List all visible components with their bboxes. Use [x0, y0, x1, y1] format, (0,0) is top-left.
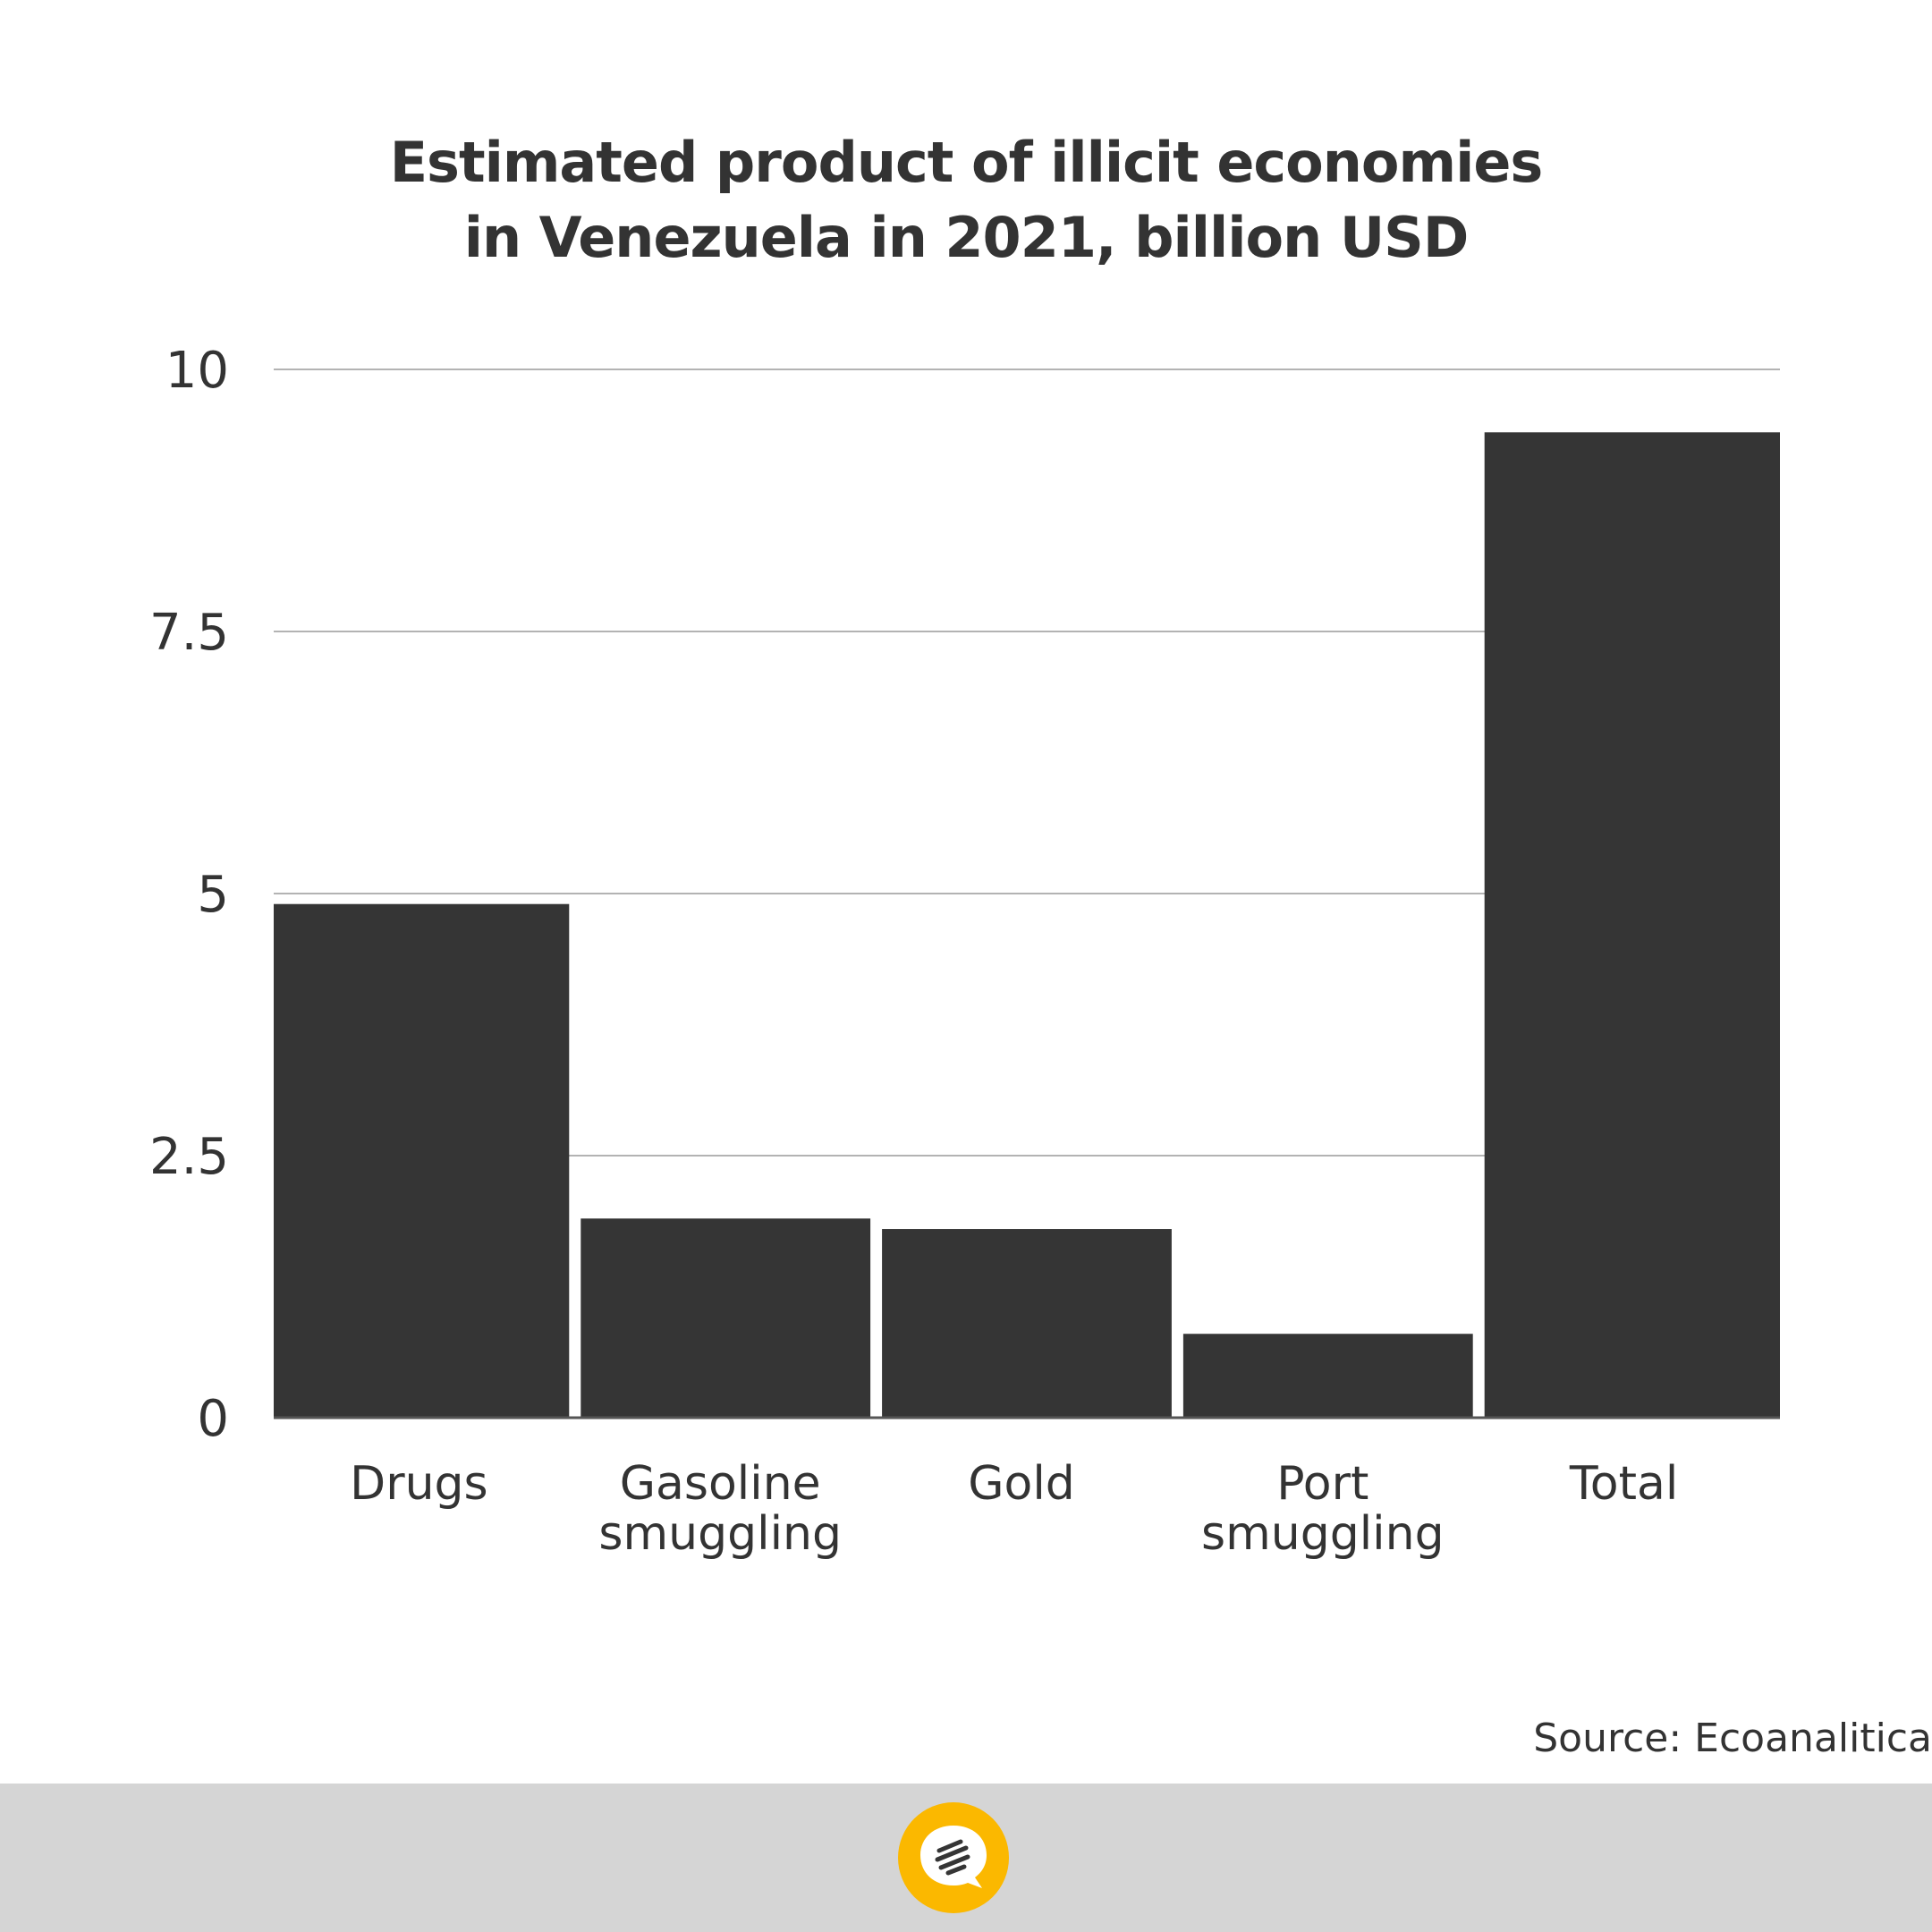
y-tick-label: 0 — [197, 1390, 229, 1448]
x-category-label: Port smuggling — [1201, 1457, 1445, 1561]
y-axis-tick-labels: 0 2.5 5 7.5 10 — [149, 342, 229, 1448]
bar — [882, 1229, 1172, 1418]
bars — [274, 432, 1780, 1418]
bar — [1484, 432, 1780, 1418]
x-category-label: Gasoline smuggling — [598, 1457, 842, 1561]
bar-chart: 0 2.5 5 7.5 10 Drugs Gasoline smuggling Gold Por… — [149, 342, 1780, 1561]
y-tick-label: 5 — [197, 866, 229, 924]
y-tick-label: 2.5 — [149, 1128, 229, 1186]
y-tick-label: 7.5 — [149, 604, 229, 662]
x-category-label: Total — [1569, 1457, 1678, 1511]
y-tick-label: 10 — [165, 342, 229, 400]
bar — [580, 1218, 871, 1418]
source-note: Source: Ecoanalitica — [1533, 1716, 1932, 1761]
bar — [1182, 1334, 1473, 1418]
x-axis-category-labels: Drugs Gasoline smuggling Gold Port smuggling T… — [350, 1457, 1678, 1561]
bar — [274, 903, 570, 1418]
x-category-label: Gold — [968, 1457, 1075, 1511]
chart-title: Estimated product of illicit economies i… — [0, 125, 1932, 275]
chart-title-line-1: Estimated product of illicit economies — [389, 130, 1544, 195]
speech-bubble-logo-icon — [898, 1802, 1009, 1913]
x-category-label: Drugs — [350, 1457, 487, 1511]
chart-title-line-2: in Venezuela in 2021, billion USD — [463, 205, 1470, 270]
